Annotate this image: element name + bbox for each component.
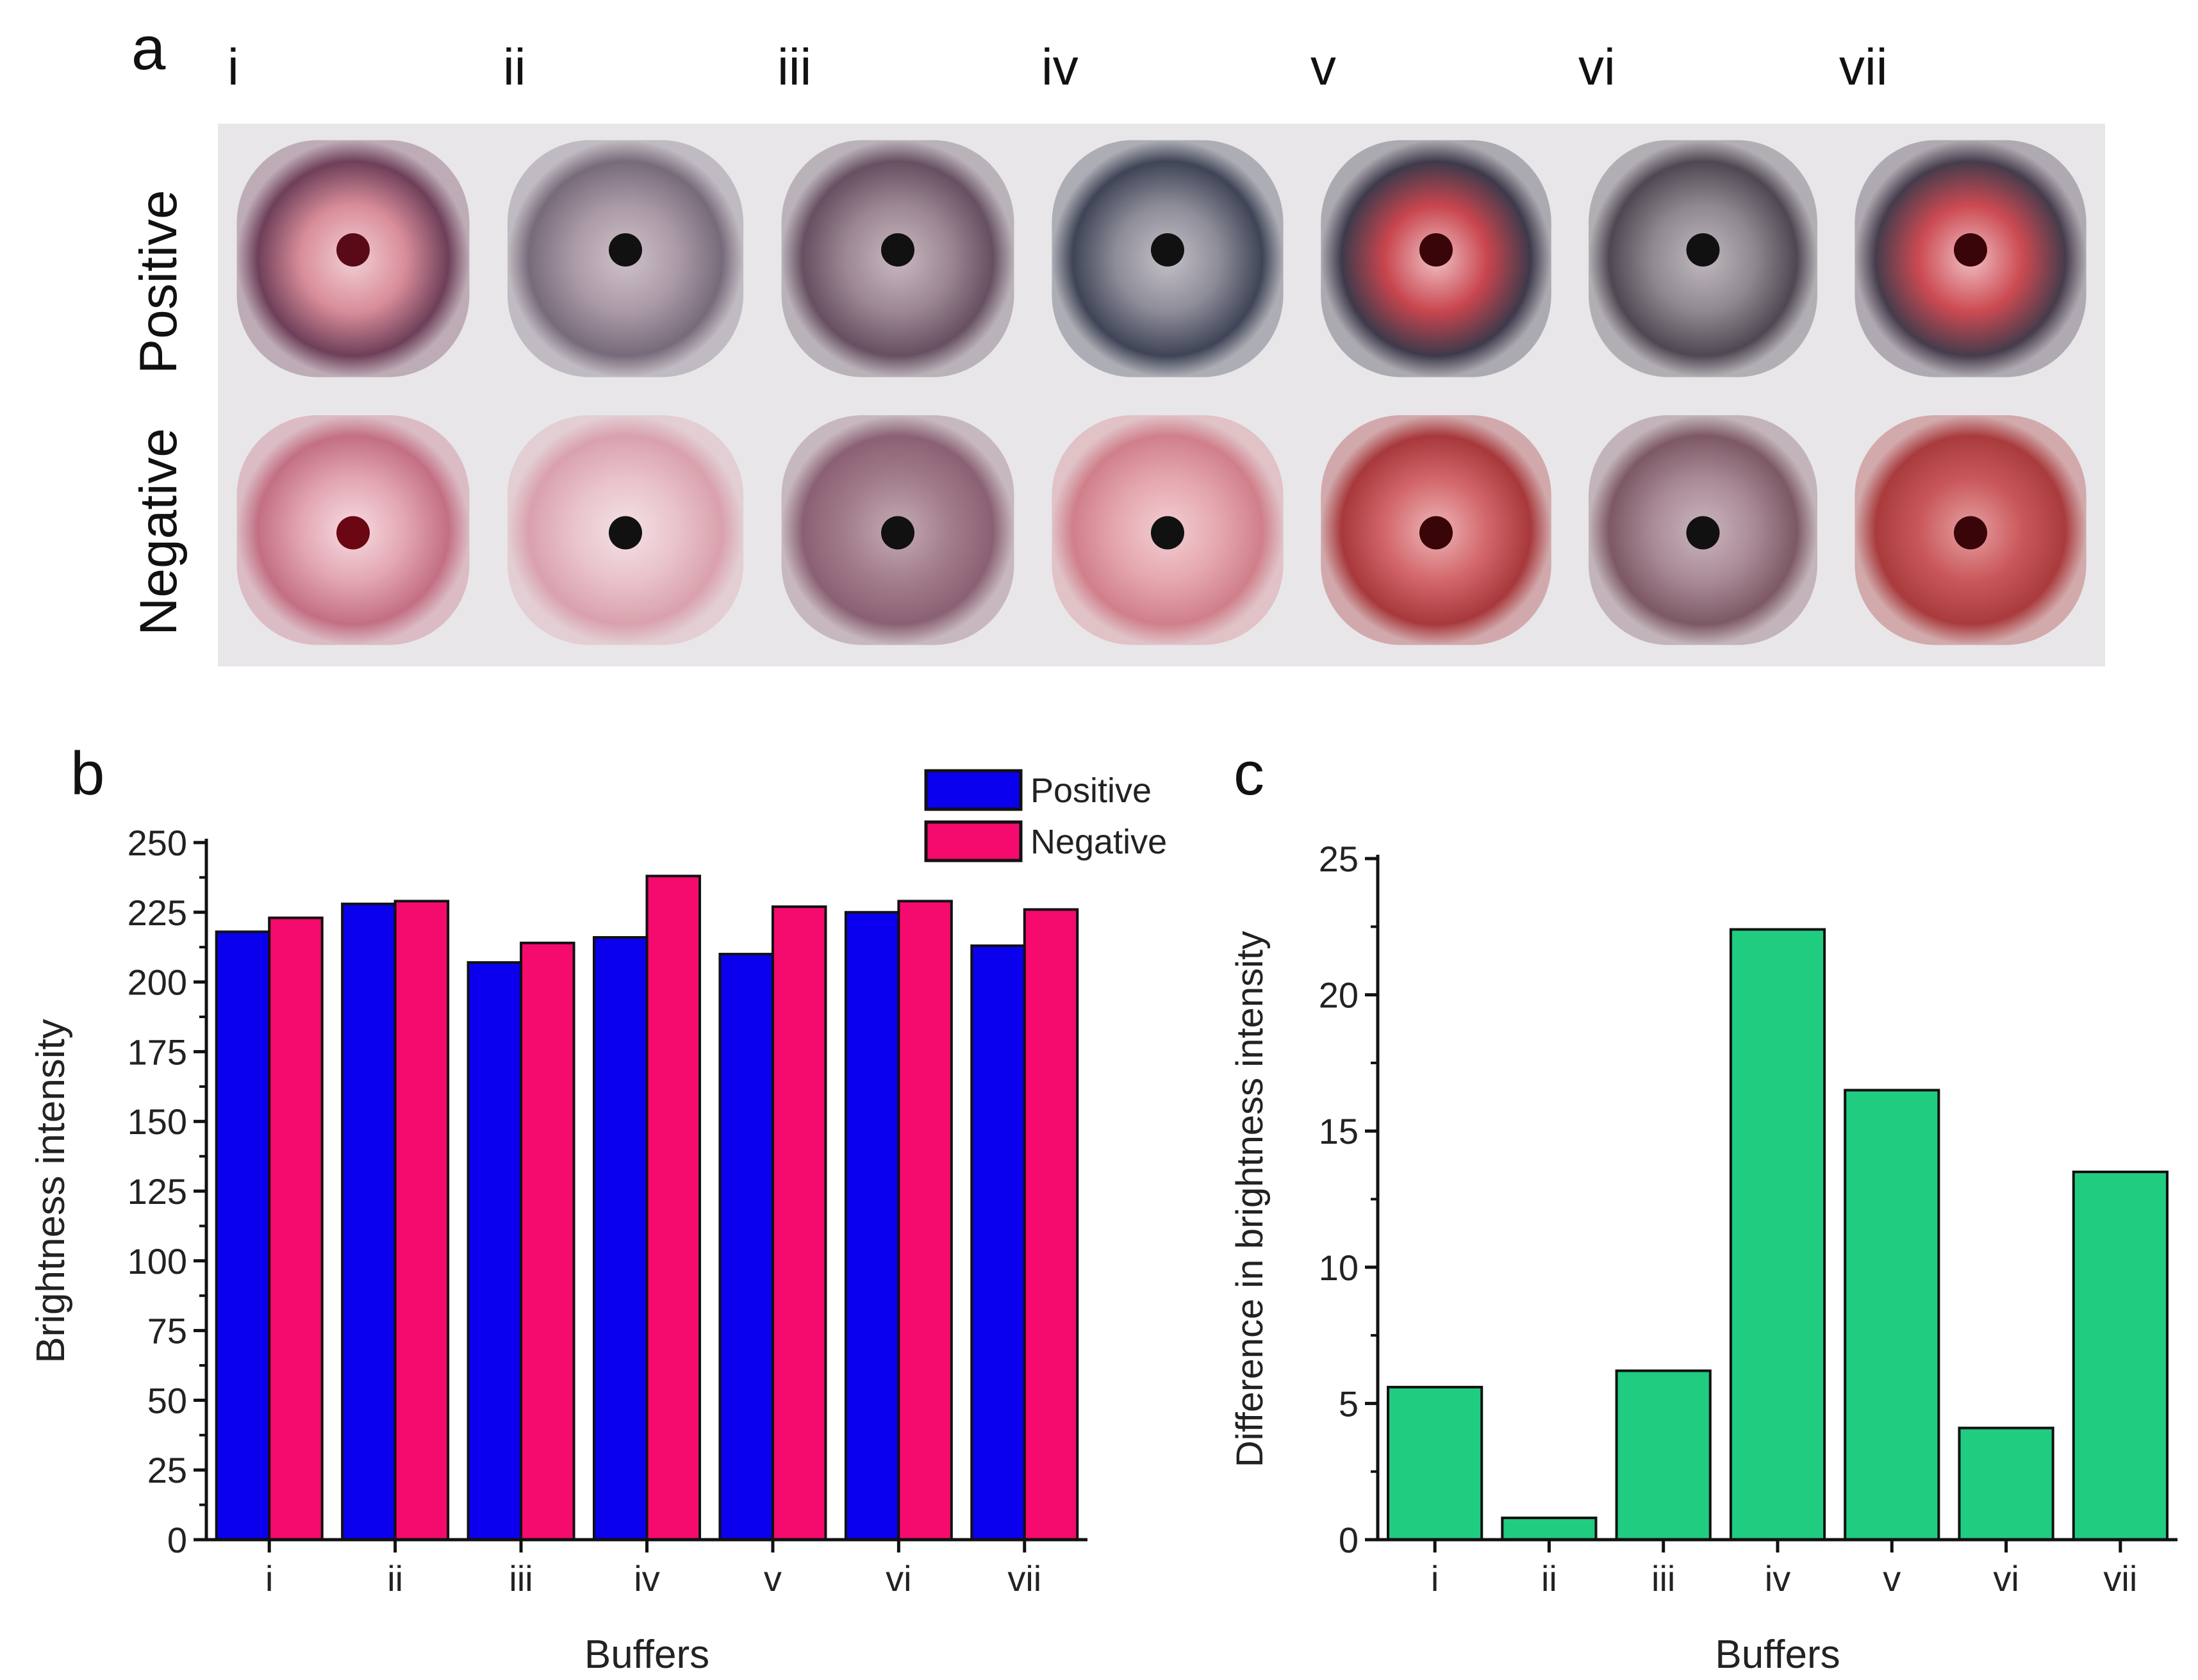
b-bar-negative-vi (897, 900, 953, 1541)
b-bar-negative-vii (1023, 908, 1079, 1541)
panel-a-label: a (131, 14, 166, 83)
column-label-vii: vii (1839, 38, 1888, 95)
c-bar-difference-iv (1729, 928, 1826, 1541)
row-label-negative: Negative (129, 428, 188, 636)
row-label-positive: Positive (129, 190, 188, 374)
b-y-tick-label-150: 150 (128, 1101, 187, 1142)
sample-center-dot-positive-vii (1954, 233, 1987, 267)
c-bar-difference-i (1387, 1385, 1483, 1541)
b-bar-positive-vi (844, 910, 900, 1542)
sample-center-dot-negative-v (1419, 516, 1453, 550)
b-y-tick-label-75: 75 (147, 1311, 187, 1351)
legend-swatch-negative (924, 820, 1023, 862)
sample-center-dot-negative-vi (1686, 516, 1720, 550)
c-x-tick-label-i: i (1431, 1558, 1439, 1599)
panel-b-bars (215, 875, 1079, 1542)
c-y-tick-label-10: 10 (1319, 1248, 1359, 1288)
c-y-tick-label-0: 0 (1339, 1520, 1359, 1560)
panel-b-x-ticks: i ii iii iv v vi vii (265, 1540, 1041, 1599)
sample-center-dot-positive-iii (881, 233, 914, 267)
c-y-tick-label-25: 25 (1319, 839, 1359, 879)
legend-label-negative: Negative (1030, 823, 1167, 861)
b-x-tick-label-v: v (764, 1558, 782, 1599)
c-bar-difference-vi (1958, 1426, 2054, 1541)
panel-c-y-ticks: 0 5 10 15 20 25 (1319, 839, 1378, 1560)
panel-c-bars (1387, 928, 2169, 1542)
sample-center-dot-negative-vii (1954, 516, 1987, 550)
sample-center-dot-negative-ii (609, 516, 642, 550)
b-bar-positive-ii (341, 902, 397, 1541)
panel-c-x-axis-label: Buffers (1715, 1633, 1840, 1677)
c-y-tick-label-20: 20 (1319, 975, 1359, 1016)
sample-center-dot-positive-ii (609, 233, 642, 267)
c-x-tick-label-vii: vii (2103, 1558, 2137, 1599)
legend-swatch-positive (924, 769, 1023, 811)
panel-a-column-labels: i ii iii iv v vi vii (227, 38, 1888, 95)
b-y-tick-label-50: 50 (147, 1380, 187, 1421)
b-y-tick-label-175: 175 (128, 1032, 187, 1072)
c-bar-difference-v (1844, 1089, 1940, 1542)
panel-b-legend: Positive Negative (924, 769, 1167, 862)
b-x-tick-label-ii: ii (387, 1558, 403, 1599)
c-bar-difference-ii (1501, 1516, 1598, 1541)
column-label-iii: iii (777, 38, 811, 95)
c-x-tick-label-iii: iii (1651, 1558, 1675, 1599)
b-y-tick-label-0: 0 (167, 1520, 187, 1560)
sample-center-dot-positive-v (1419, 233, 1453, 267)
c-x-tick-label-ii: ii (1541, 1558, 1557, 1599)
b-x-tick-label-vii: vii (1007, 1558, 1041, 1599)
b-y-tick-label-200: 200 (128, 962, 187, 1003)
panel-b-x-axis-label: Buffers (584, 1633, 709, 1677)
legend-label-positive: Positive (1030, 771, 1152, 810)
sample-center-dot-positive-iv (1151, 233, 1184, 267)
b-bar-positive-v (718, 953, 774, 1541)
sample-center-dot-negative-iv (1151, 516, 1184, 550)
panel-b-label: b (70, 739, 104, 808)
c-bar-difference-iii (1615, 1369, 1712, 1541)
b-bar-positive-vii (970, 944, 1026, 1542)
b-bar-negative-iv (645, 875, 701, 1541)
column-label-ii: ii (503, 38, 526, 95)
c-y-tick-label-15: 15 (1319, 1111, 1359, 1151)
b-bar-negative-ii (393, 900, 450, 1541)
panel-c-label: c (1234, 739, 1264, 808)
sample-center-dot-positive-i (336, 233, 370, 267)
b-y-tick-label-225: 225 (128, 893, 187, 933)
b-x-tick-label-vi: vi (886, 1558, 911, 1599)
column-label-i: i (227, 38, 239, 95)
b-y-tick-label-250: 250 (128, 823, 187, 863)
panel-c-x-ticks: i ii iii iv v vi vii (1431, 1540, 2137, 1599)
b-bar-positive-i (215, 930, 271, 1542)
b-x-tick-label-i: i (265, 1558, 273, 1599)
b-bar-positive-iv (593, 935, 649, 1541)
b-x-tick-label-iii: iii (509, 1558, 533, 1599)
c-x-tick-label-iv: iv (1765, 1558, 1790, 1599)
panel-b-y-ticks: 0 25 50 75 100 125 150 175 200 225 250 (128, 823, 206, 1560)
c-bar-difference-vii (2072, 1170, 2169, 1541)
b-bar-negative-v (771, 905, 827, 1541)
b-y-tick-label-25: 25 (147, 1450, 187, 1490)
panel-c-y-axis-label: Difference in brightness intensity (1229, 931, 1271, 1467)
b-bar-positive-iii (467, 961, 523, 1541)
b-y-tick-label-125: 125 (128, 1171, 187, 1212)
b-bar-negative-iii (520, 941, 575, 1541)
sample-center-dot-negative-i (336, 516, 370, 550)
sample-center-dot-positive-vi (1686, 233, 1720, 267)
c-x-tick-label-vi: vi (1993, 1558, 2019, 1599)
b-y-tick-label-100: 100 (128, 1241, 187, 1281)
c-y-tick-label-5: 5 (1339, 1383, 1359, 1424)
panel-a: a i ii iii iv v vi vii Positive Negative (129, 14, 2105, 666)
panel-b-y-axis-label: Brightness intensity (29, 1019, 73, 1363)
column-label-v: v (1310, 38, 1336, 95)
column-label-iv: iv (1041, 38, 1078, 95)
column-label-vi: vi (1578, 38, 1615, 95)
sample-photo-grid (218, 124, 2105, 666)
b-bar-negative-i (268, 916, 324, 1541)
sample-center-dot-negative-iii (881, 516, 914, 550)
c-x-tick-label-v: v (1883, 1558, 1901, 1599)
b-x-tick-label-iv: iv (634, 1558, 659, 1599)
